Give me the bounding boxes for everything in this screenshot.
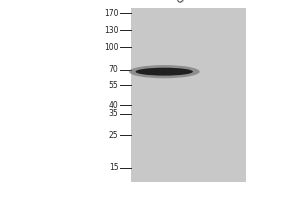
Text: 15: 15 [109,163,118,172]
Bar [130,8,246,182]
Text: 55: 55 [109,81,118,90]
Text: 70: 70 [109,65,118,74]
Text: COLO: COLO [161,0,185,6]
Text: 40: 40 [109,101,118,110]
Text: 170: 170 [104,9,118,18]
Text: 130: 130 [104,26,118,35]
Text: 25: 25 [109,131,118,140]
Ellipse shape [129,65,200,78]
Text: 35: 35 [109,109,118,118]
Text: 100: 100 [104,43,118,52]
Ellipse shape [136,68,193,76]
